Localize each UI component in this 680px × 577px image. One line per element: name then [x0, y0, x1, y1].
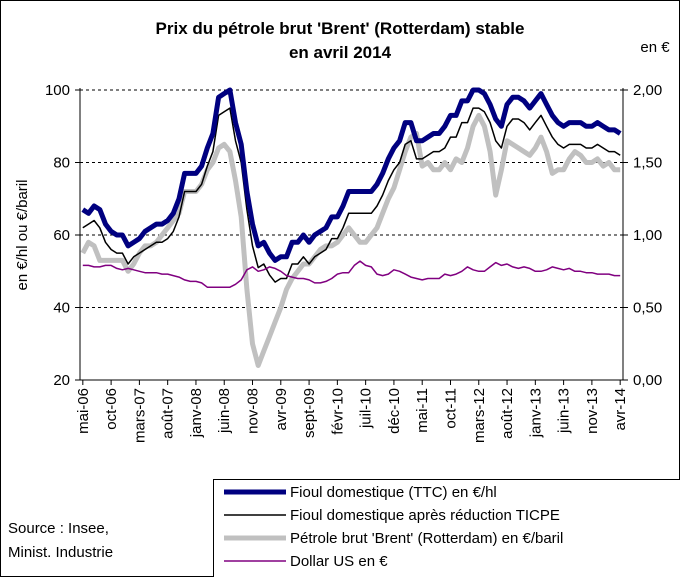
y2-tick-label: 0,50 — [633, 300, 662, 317]
x-tick-label: mars-07 — [131, 388, 148, 443]
x-tick-label: août-07 — [160, 388, 177, 439]
x-tick-label: déc-10 — [386, 388, 403, 434]
x-tick-label: oct-06 — [103, 388, 120, 430]
y-tick-label: 20 — [53, 372, 70, 389]
source-note: Source : Insee, — [8, 520, 109, 537]
x-tick-label: mars-12 — [471, 388, 488, 443]
chart-title: en avril 2014 — [289, 43, 392, 62]
series-line — [80, 112, 621, 368]
x-tick-label: janv-08 — [188, 388, 205, 438]
x-tick-label: juil-10 — [358, 388, 375, 429]
x-tick-label: févr-10 — [329, 388, 346, 435]
chart-title: Prix du pétrole brut 'Brent' (Rotterdam)… — [156, 19, 525, 38]
legend-label: Fioul domestique après réduction TICPE — [290, 507, 560, 524]
x-tick-label: mai-11 — [414, 388, 431, 433]
x-tick-label: nov-13 — [584, 388, 601, 434]
x-tick-label: avr-09 — [273, 388, 290, 431]
y2-tick-label: 0,00 — [633, 372, 662, 389]
x-tick-label: août-12 — [499, 388, 516, 439]
legend-label: Dollar US en € — [290, 553, 388, 570]
legend-label: Pétrole brut 'Brent' (Rotterdam) en €/ba… — [290, 530, 563, 547]
x-tick-label: avr-14 — [612, 388, 629, 431]
y2-tick-label: 2,00 — [633, 82, 662, 99]
legend-label: Fioul domestique (TTC) en €/hl — [290, 484, 497, 501]
x-tick-label: mai-06 — [75, 388, 92, 434]
y-tick-label: 80 — [53, 155, 70, 172]
y2-axis-title: en € — [640, 39, 670, 56]
y-axis-title: en €/hl ou €/baril — [14, 180, 31, 291]
y-tick-label: 100 — [45, 82, 70, 99]
y-tick-label: 60 — [53, 227, 70, 244]
series-line — [81, 87, 622, 263]
x-tick-label: oct-11 — [442, 388, 459, 429]
y-tick-label: 40 — [53, 300, 70, 317]
x-tick-label: sept-09 — [301, 388, 318, 438]
x-tick-label: juin-13 — [556, 388, 573, 434]
source-note: Minist. Industrie — [8, 544, 113, 561]
series-line — [82, 260, 621, 288]
legend-box — [213, 479, 680, 577]
y2-tick-label: 1,50 — [633, 155, 662, 172]
x-tick-label: janv-13 — [527, 388, 544, 438]
y2-tick-label: 1,00 — [633, 227, 662, 244]
series-line — [82, 107, 621, 283]
x-tick-label: nov-08 — [245, 388, 262, 434]
x-tick-label: juin-08 — [216, 388, 233, 434]
